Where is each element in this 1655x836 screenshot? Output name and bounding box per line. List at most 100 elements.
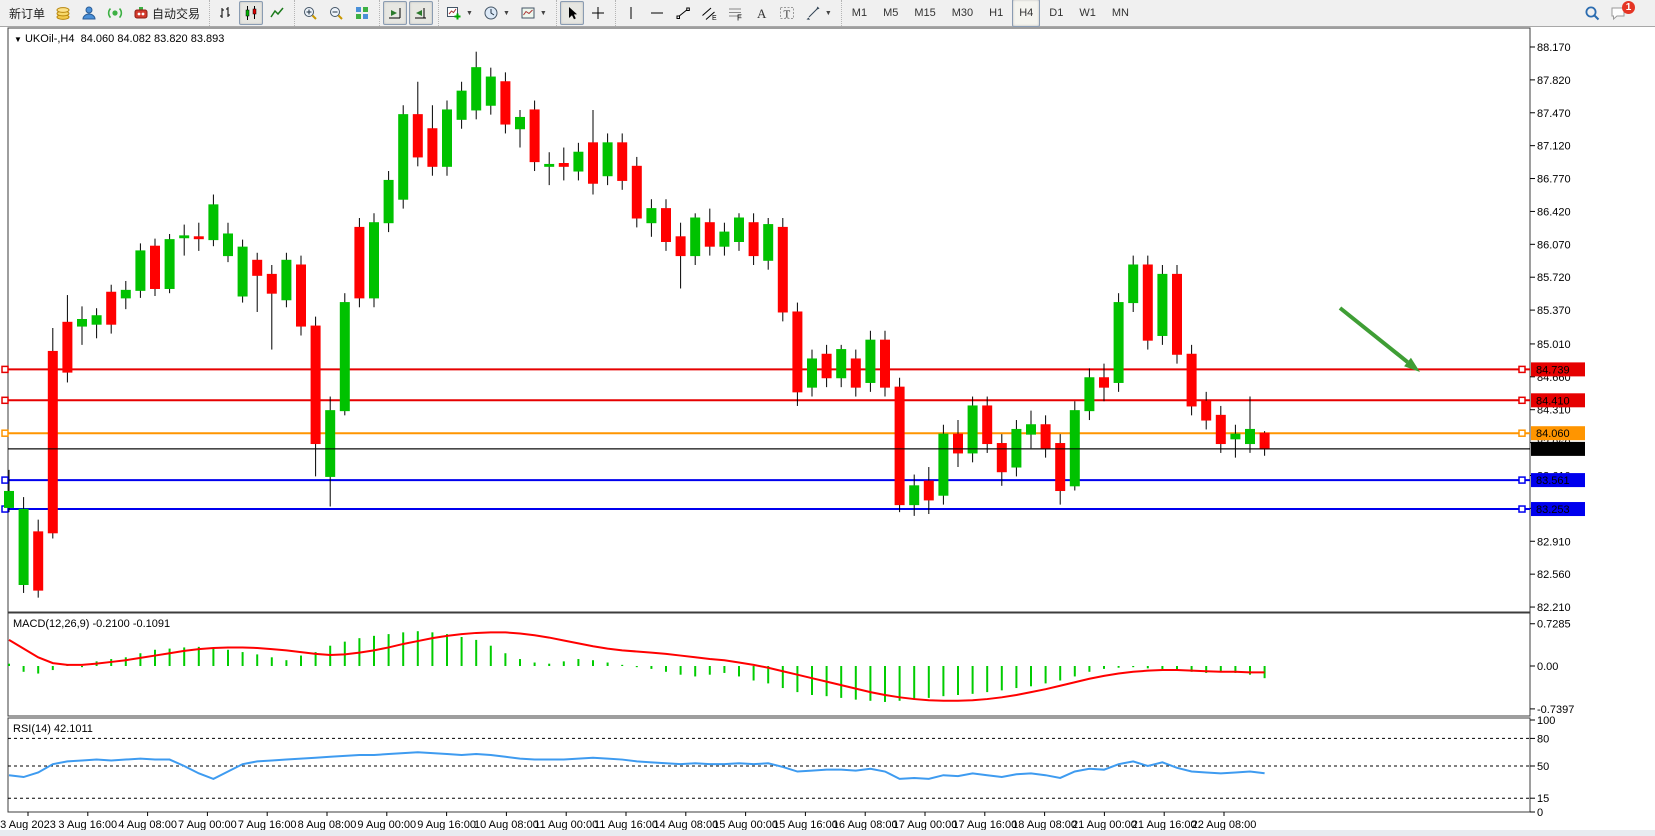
candle-body (471, 67, 482, 111)
main-panel[interactable] (7, 27, 1531, 613)
line-handle[interactable] (1518, 505, 1526, 513)
horizontal-line-button[interactable] (645, 1, 669, 25)
candle-body (369, 222, 379, 299)
timeframe-h4-button[interactable]: H4 (1012, 0, 1041, 27)
timeframe-mn-button[interactable]: MN (1111, 7, 1129, 19)
timeframe-w1-button[interactable]: W1 (1079, 7, 1096, 19)
timeframe-m30-button[interactable]: M30 (951, 7, 974, 19)
time-axis[interactable]: 3 Aug 2023 3 Aug 16:00 4 Aug 08:00 7 Aug 00… (0, 812, 1256, 831)
timeframe-m5-button[interactable]: M5 (883, 7, 899, 19)
chevron-down-icon[interactable]: ▼ (539, 9, 547, 17)
symbol-dropdown-icon[interactable]: ▼ (14, 35, 22, 44)
chevron-down-icon[interactable]: ▼ (502, 9, 510, 17)
candle-body (646, 208, 657, 224)
candle-body (515, 116, 525, 130)
tile-windows-button[interactable] (350, 1, 374, 25)
new-order-button[interactable]: 新订单 (5, 1, 49, 25)
gold-coins-icon (55, 5, 71, 21)
candle-body (777, 226, 788, 313)
vertical-line-button[interactable] (619, 1, 643, 25)
price-tick-label: 82.910 (1537, 536, 1571, 548)
candle-body (558, 163, 569, 167)
zoom-group (294, 0, 377, 26)
zoom-out-button[interactable] (324, 1, 348, 25)
line-handle[interactable] (1518, 396, 1526, 405)
candle-body (1201, 400, 1212, 421)
chevron-down-icon[interactable]: ▼ (824, 9, 832, 17)
chart-shift-button[interactable] (409, 1, 434, 25)
autotrade-icon (133, 5, 149, 21)
arrows-button[interactable]: ▼ (801, 1, 836, 25)
bar-chart-button[interactable] (213, 1, 237, 25)
price-badge: 83.893 (1531, 441, 1585, 456)
text-icon: A (753, 5, 769, 21)
date-label: 21 Aug 00:00 (1072, 819, 1137, 831)
line-handle[interactable] (1518, 429, 1526, 437)
ohlc-readout: 84.060 84.082 83.820 83.893 (80, 33, 225, 45)
svg-text:E: E (712, 15, 717, 21)
horizontal-line-84.410[interactable] (1, 396, 1530, 405)
search-button[interactable] (1580, 1, 1604, 25)
candle-body (807, 358, 817, 388)
macd-panel[interactable] (7, 612, 1531, 717)
auto-trading-button[interactable]: 自动交易 (129, 1, 204, 25)
timeframe-d1-button[interactable]: D1 (1049, 7, 1064, 19)
timeframe-m15-button[interactable]: M15 (914, 7, 936, 19)
candle-body (62, 321, 73, 373)
date-label: 7 Aug 16:00 (238, 819, 297, 831)
chart-title: ▼ UKOil-,H4 84.060 84.082 83.820 83.893 (14, 33, 224, 45)
line-handle[interactable] (1, 396, 9, 405)
signals-button[interactable] (103, 1, 127, 25)
timeframe-m1-button[interactable]: M1 (851, 7, 868, 19)
candlestick-button[interactable] (239, 1, 264, 25)
chart-window[interactable]: 88.170 87.820 87.470 87.120 86.770 86.420 86.0… (0, 27, 1655, 836)
zoom-in-button[interactable] (298, 1, 322, 25)
trend-arrow-annotation[interactable] (1338, 306, 1420, 372)
text-label-button[interactable]: T (775, 1, 799, 25)
crosshair-button[interactable] (586, 1, 610, 25)
new-chart-icon (446, 5, 462, 21)
candle-body (339, 302, 350, 412)
line-handle[interactable] (1, 476, 9, 484)
horizontal-line-84.060[interactable] (1, 429, 1530, 437)
periods-button[interactable]: ▼ (479, 1, 514, 25)
deposit-button[interactable] (51, 1, 75, 25)
date-label: 7 Aug 00:00 (178, 819, 237, 831)
price-tick-label: 86.420 (1537, 206, 1571, 218)
candle-body (179, 235, 190, 239)
fibonacci-button[interactable]: F (723, 1, 747, 25)
price-badge: 84.410 (1531, 393, 1585, 408)
horizontal-line-83.253[interactable] (1, 505, 1530, 513)
line-handle[interactable] (1, 365, 9, 374)
horizontal-line-icon (649, 5, 665, 21)
clock-icon (483, 5, 499, 21)
rsi-panel[interactable] (7, 717, 1531, 813)
horizontal-line-84.739[interactable] (1, 365, 1530, 374)
candle-body (33, 531, 44, 591)
chevron-down-icon[interactable]: ▼ (466, 9, 473, 17)
timeframe-h1-button[interactable]: H1 (989, 7, 1004, 19)
line-chart-button[interactable] (265, 1, 289, 25)
notifications-button[interactable]: 1 (1606, 0, 1646, 25)
price-axis[interactable]: 88.170 87.820 87.470 87.120 86.770 86.420 86.0… (1530, 42, 1571, 614)
candle-body (982, 405, 993, 445)
auto-scroll-button[interactable] (383, 1, 408, 25)
line-handle[interactable] (1518, 365, 1526, 374)
line-handle[interactable] (1518, 476, 1526, 484)
line-handle[interactable] (1, 429, 9, 437)
candle-body (164, 239, 175, 289)
horizontal-line-83.561[interactable] (1, 476, 1530, 484)
community-button[interactable] (77, 1, 101, 25)
candle-body (675, 236, 686, 257)
equidistant-channel-button[interactable]: E (697, 1, 721, 25)
text-button[interactable]: A (749, 1, 773, 25)
cursor-button[interactable] (559, 1, 584, 25)
templates-button[interactable]: ▼ (516, 1, 551, 25)
notification-badge: 1 (1622, 0, 1635, 14)
candle-body (150, 245, 160, 289)
chart-canvas[interactable]: 88.170 87.820 87.470 87.120 86.770 86.420 86.0… (0, 27, 1655, 836)
new-chart-button[interactable]: ▼ (442, 1, 477, 25)
trendline-button[interactable] (671, 1, 695, 25)
auto-trading-button-label: 自动交易 (152, 6, 201, 21)
price-tick-label: 85.720 (1537, 272, 1571, 284)
